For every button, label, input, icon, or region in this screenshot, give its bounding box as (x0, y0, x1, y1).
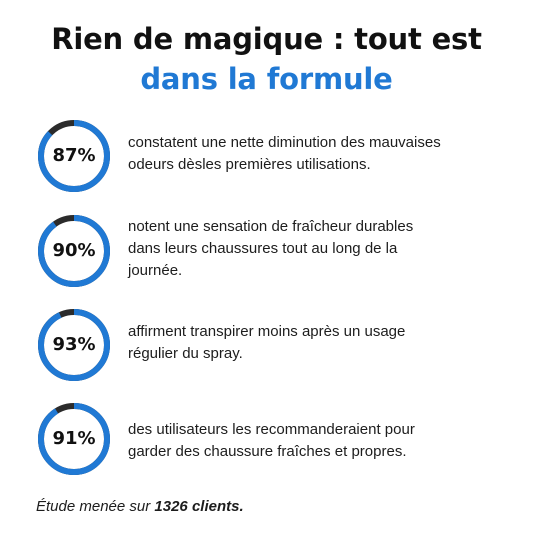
description-line: affirment transpirer moins après un usag… (128, 323, 406, 340)
percentage-value: 90% (52, 240, 96, 261)
stat-description: constatent une nette diminution des mauv… (128, 132, 508, 176)
description-line: odeurs dèsles premières utilisations. (128, 156, 371, 173)
progress-ring: 91% (36, 401, 112, 477)
ring-fill (38, 309, 110, 381)
description-line: dans leurs chaussures tout au long de la (128, 240, 398, 257)
headline-line-2: dans la formule (140, 62, 393, 96)
stat-item: 90% notent une sensation de fraîcheur du… (0, 213, 533, 293)
progress-ring-graphic (38, 215, 110, 287)
footnote-emphasis: 1326 clients. (154, 498, 244, 515)
description-line: constatent une nette diminution des mauv… (128, 134, 441, 151)
stat-description: des utilisateurs les recommanderaient po… (128, 419, 508, 463)
progress-ring-graphic (38, 120, 110, 192)
percentage-value: 91% (52, 428, 96, 449)
description-line: notent une sensation de fraîcheur durabl… (128, 218, 414, 235)
footnote-prefix: Étude menée sur (36, 498, 155, 515)
stat-item: 91% des utilisateurs les recommanderaien… (0, 401, 533, 481)
ring-fill (38, 215, 110, 287)
headline-line-1: Rien de magique : tout est (51, 22, 482, 56)
stat-description: notent une sensation de fraîcheur durabl… (128, 216, 508, 282)
percentage-value: 87% (52, 145, 96, 166)
percentage-value: 93% (52, 334, 96, 355)
description-line: journée. (128, 262, 183, 279)
progress-ring-graphic (38, 309, 110, 381)
progress-ring: 93% (36, 307, 112, 383)
stat-item: 87% constatent une nette diminution des … (0, 118, 533, 198)
progress-ring: 90% (36, 213, 112, 289)
progress-ring: 87% (36, 118, 112, 194)
description-line: garder des chaussure fraîches et propres… (128, 443, 407, 460)
ring-fill (38, 403, 110, 475)
ring-fill (38, 120, 110, 192)
stat-item: 93% affirment transpirer moins après un … (0, 307, 533, 387)
progress-ring-graphic (38, 403, 110, 475)
study-footnote: Étude menée sur 1326 clients. (36, 498, 244, 515)
description-line: des utilisateurs les recommanderaient po… (128, 421, 415, 438)
stat-description: affirment transpirer moins après un usag… (128, 321, 508, 365)
description-line: régulier du spray. (128, 345, 243, 362)
